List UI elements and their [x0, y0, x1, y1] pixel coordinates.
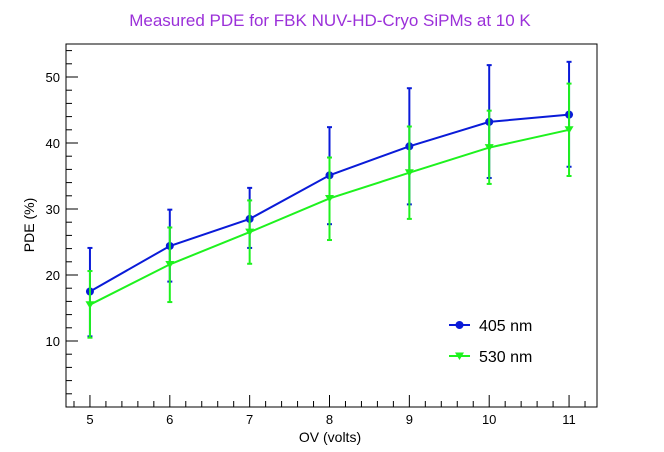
data-point — [165, 260, 175, 269]
legend-label: 530 nm — [479, 349, 532, 366]
chart-title: Measured PDE for FBK NUV-HD-Cryo SiPMs a… — [129, 11, 531, 30]
y-tick-label: 20 — [46, 268, 60, 283]
legend-label: 405 nm — [479, 318, 532, 335]
x-axis-label: OV (volts) — [299, 429, 361, 445]
x-tick-label: 7 — [246, 412, 253, 427]
data-point — [325, 194, 335, 203]
x-tick-label: 10 — [482, 412, 496, 427]
data-point — [484, 144, 494, 152]
legend-marker — [455, 352, 464, 360]
y-tick-label: 30 — [46, 202, 60, 217]
plot-frame — [65, 43, 598, 408]
x-tick-label: 9 — [406, 412, 413, 427]
data-point — [85, 301, 95, 309]
y-tick-label: 10 — [46, 334, 60, 349]
legend-marker — [455, 321, 464, 329]
x-tick-label: 5 — [86, 412, 93, 427]
y-tick-label: 40 — [46, 136, 60, 151]
data-point — [564, 126, 574, 134]
x-tick-label: 6 — [166, 412, 173, 427]
x-tick-label: 11 — [562, 412, 576, 427]
y-tick-label: 50 — [46, 70, 60, 85]
x-tick-label: 8 — [326, 412, 333, 427]
plot-area: 10 20 30 40 50 5 6 7 8 9 10 11 405 nm 530 nm — [46, 43, 598, 427]
data-point — [245, 228, 255, 237]
y-axis-label: PDE (%) — [21, 198, 37, 252]
data-point — [404, 169, 414, 177]
